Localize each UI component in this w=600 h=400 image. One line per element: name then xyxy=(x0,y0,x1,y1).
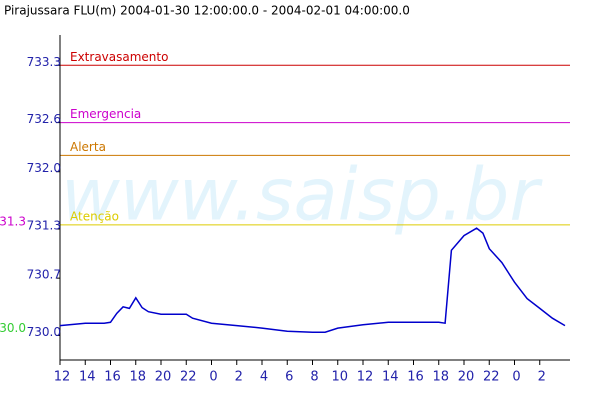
annotation: 30.0 xyxy=(0,321,26,335)
x-tick-label: 22 xyxy=(483,370,500,385)
y-tick-label: 733.3 xyxy=(27,55,61,69)
x-tick-label: 14 xyxy=(382,370,399,385)
x-tick-label: 18 xyxy=(432,370,449,385)
x-tick-label: 4 xyxy=(260,370,268,385)
x-tick-label: 12 xyxy=(357,370,374,385)
x-tick-label: 16 xyxy=(407,370,424,385)
watermark: www.saisp.br xyxy=(61,153,543,237)
x-tick-label: 2 xyxy=(235,370,243,385)
y-tick-label: 730.7 xyxy=(27,268,61,282)
threshold-label: Emergencia xyxy=(70,107,141,121)
y-tick-label: 730.0 xyxy=(27,325,61,339)
x-tick-label: 2 xyxy=(538,370,546,385)
x-tick-label: 0 xyxy=(512,370,520,385)
x-tick-label: 8 xyxy=(310,370,318,385)
x-tick-label: 0 xyxy=(209,370,217,385)
x-tick-label: 18 xyxy=(129,370,146,385)
threshold-label: Atenção xyxy=(70,209,119,223)
x-tick-label: 12 xyxy=(54,370,71,385)
x-tick-label: 22 xyxy=(180,370,197,385)
x-tick-label: 16 xyxy=(104,370,121,385)
x-tick-label: 20 xyxy=(155,370,172,385)
annotation: 31.3 xyxy=(0,215,26,229)
threshold-label: Extravasamento xyxy=(70,50,168,64)
chart-title: Pirajussara FLU(m) 2004-01-30 12:00:00.0… xyxy=(4,4,410,18)
threshold-label: Alerta xyxy=(70,140,106,154)
y-tick-label: 731.3 xyxy=(27,219,61,233)
x-tick-label: 20 xyxy=(458,370,475,385)
x-tick-label: 10 xyxy=(331,370,348,385)
x-tick-label: 14 xyxy=(79,370,96,385)
x-tick-label: 6 xyxy=(285,370,293,385)
data-line xyxy=(59,227,566,333)
y-tick-label: 732.6 xyxy=(27,112,61,126)
y-tick-label: 732.0 xyxy=(27,161,61,175)
